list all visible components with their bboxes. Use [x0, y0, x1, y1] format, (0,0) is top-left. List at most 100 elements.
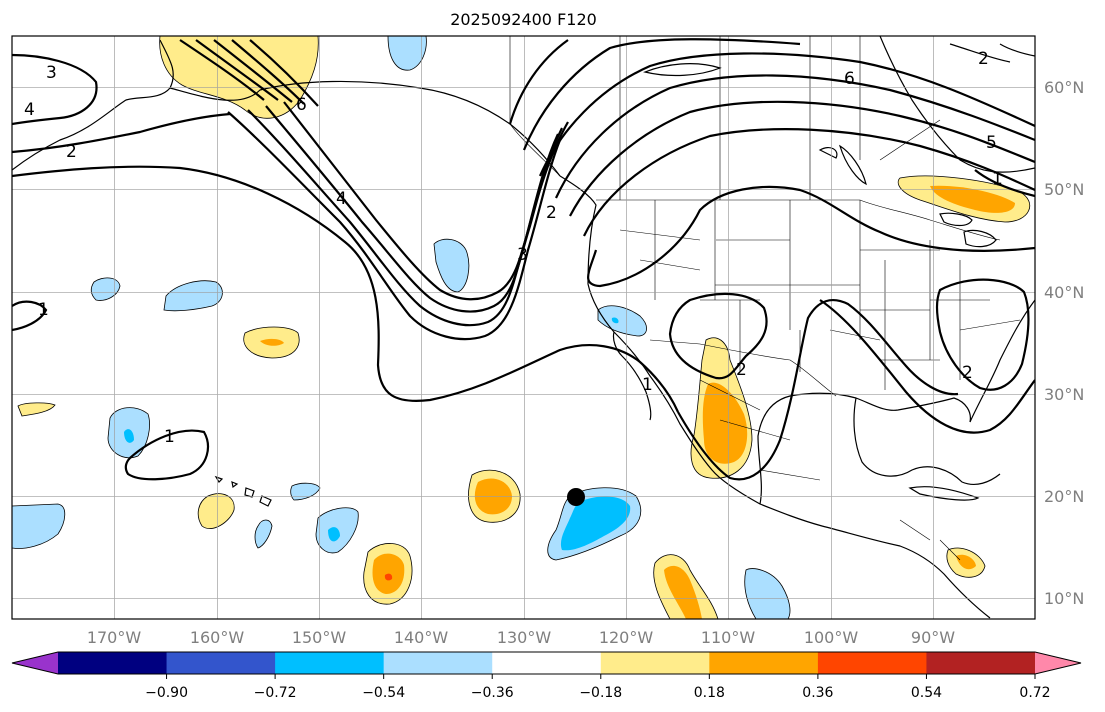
contour-label: 1: [992, 169, 1003, 189]
colorbar-cell: [926, 652, 1036, 674]
colorbar-cell: [600, 652, 710, 674]
west-coast: [559, 175, 991, 619]
lon-label: 110°W: [701, 628, 756, 647]
colorbar-cell: [492, 652, 602, 674]
contour-far-west-2: [12, 112, 231, 154]
contour-lines: [12, 38, 1035, 481]
negative-anomaly-151w: [290, 482, 321, 501]
gulf-coast: [757, 392, 1001, 505]
contour-label: 6: [844, 69, 855, 89]
negative-anomaly-170w: [90, 277, 121, 301]
colorbar-tick-label: −0.90: [145, 685, 188, 701]
contour-ridge-east-6: [583, 128, 1035, 237]
lat-label: 60°N: [1044, 78, 1084, 97]
lon-label: 150°W: [292, 628, 347, 647]
contour-label: 6: [296, 95, 307, 115]
positive-anomaly-far-west: [17, 402, 56, 417]
colorbar-tick-label: 0.72: [1019, 685, 1050, 701]
contour-canada-1: [974, 169, 1035, 198]
strong-negative-anomaly-122w: [560, 496, 631, 551]
contour-small-1-west: [12, 300, 48, 332]
colorbar-tick-label: −0.36: [471, 685, 514, 701]
colorbar-tick-label: −0.72: [254, 685, 297, 701]
lon-label: 130°W: [497, 628, 552, 647]
colorbar-extend-low: [12, 652, 58, 674]
mexico-states: [699, 379, 961, 561]
strong-anomaly-great-lakes: [930, 185, 1015, 213]
contour-trough-4: [227, 111, 562, 341]
us-mexico-border: [649, 339, 837, 397]
gridlines: [12, 36, 1035, 619]
contour-mexico-loop: [677, 299, 959, 481]
colorbar-extend-high: [1035, 652, 1081, 674]
negative-anomaly-north: [387, 36, 427, 71]
lat-label: 30°N: [1044, 385, 1084, 404]
colorbar-cell: [817, 652, 927, 674]
strong-anomaly-mexico: [702, 382, 748, 464]
lat-label: 10°N: [1044, 589, 1084, 608]
colorbar-cell: [166, 652, 276, 674]
political-borders: [509, 36, 1021, 561]
contour-gulf-2: [819, 299, 1035, 434]
colorbar-tick-label: 0.36: [802, 685, 833, 701]
great-lakes: [939, 212, 997, 248]
contour-ridge-1: [179, 39, 319, 107]
colorbar-cell: [383, 652, 493, 674]
contour-closed-2-mexico: [668, 292, 768, 380]
contour-ridge-east-1: [508, 39, 569, 125]
negative-anomaly-107w: [744, 568, 791, 619]
lat-label: 20°N: [1044, 487, 1084, 506]
east-coast: [969, 299, 1035, 423]
colorbar-cells: [12, 652, 1081, 674]
colorbar-tick-label: −0.54: [362, 685, 405, 701]
lon-label: 160°W: [190, 628, 245, 647]
contour-label: 1: [38, 300, 49, 320]
lon-label: 120°W: [599, 628, 654, 647]
colorbar-tick-label: 0.54: [911, 685, 942, 701]
us-canada-border: [596, 199, 1001, 241]
contour-label: 2: [66, 142, 77, 162]
contour-ridge-east-4: [555, 74, 1035, 199]
contour-label: 2: [736, 360, 747, 380]
contour-ridge-east-2: [522, 38, 801, 151]
contour-label: 4: [336, 189, 347, 209]
negative-anomaly-far-west-south: [12, 503, 66, 549]
contour-small-1-167w: [124, 429, 209, 481]
lon-label: 90°W: [911, 628, 955, 647]
lon-label: 170°W: [87, 628, 142, 647]
contour-label: 2: [978, 49, 989, 69]
positive-anomaly-hawaii: [197, 493, 235, 529]
coastlines: [12, 36, 1035, 619]
negative-anomaly-140w: [433, 238, 470, 293]
colorbar-cell: [709, 652, 819, 674]
contour-far-west-3: [12, 53, 98, 126]
colorbar-cell: [58, 652, 168, 674]
contour-trough-1: [283, 101, 569, 301]
state-lines: [619, 200, 1021, 390]
lat-label: 50°N: [1044, 180, 1084, 199]
longitude-labels: 170°W 160°W 150°W 140°W 130°W 120°W 110°…: [87, 628, 955, 647]
contour-closed-east: [935, 278, 1030, 391]
contour-label: 2: [546, 203, 557, 223]
alaska-canada-border: [509, 36, 561, 177]
contour-label: 1: [642, 375, 653, 395]
contour-ridge-east-5: [569, 100, 1035, 217]
contour-label: 5: [986, 133, 997, 153]
map-frame: [11, 35, 1036, 620]
contour-label: 3: [517, 245, 528, 265]
contour-label: 3: [46, 63, 57, 83]
contour-ridge-west-coast: [587, 185, 1035, 288]
colorbar: −0.90 −0.72 −0.54 −0.36 −0.18 0.18 0.36 0.54 0.7…: [11, 651, 1082, 701]
colorbar-outline: [11, 651, 1082, 675]
hawaii-islands: [214, 475, 272, 507]
location-marker: [567, 488, 585, 506]
negative-anomaly-157w: [163, 280, 223, 312]
colorbar-tick-label: −0.18: [579, 685, 622, 701]
lon-label: 100°W: [804, 628, 859, 647]
contour-trough-outer: [12, 165, 680, 413]
baja-peninsula: [612, 331, 652, 421]
contour-ridge-east-3: [538, 52, 1035, 177]
contour-label: 4: [24, 100, 35, 120]
anomaly-shading: [12, 36, 1031, 619]
